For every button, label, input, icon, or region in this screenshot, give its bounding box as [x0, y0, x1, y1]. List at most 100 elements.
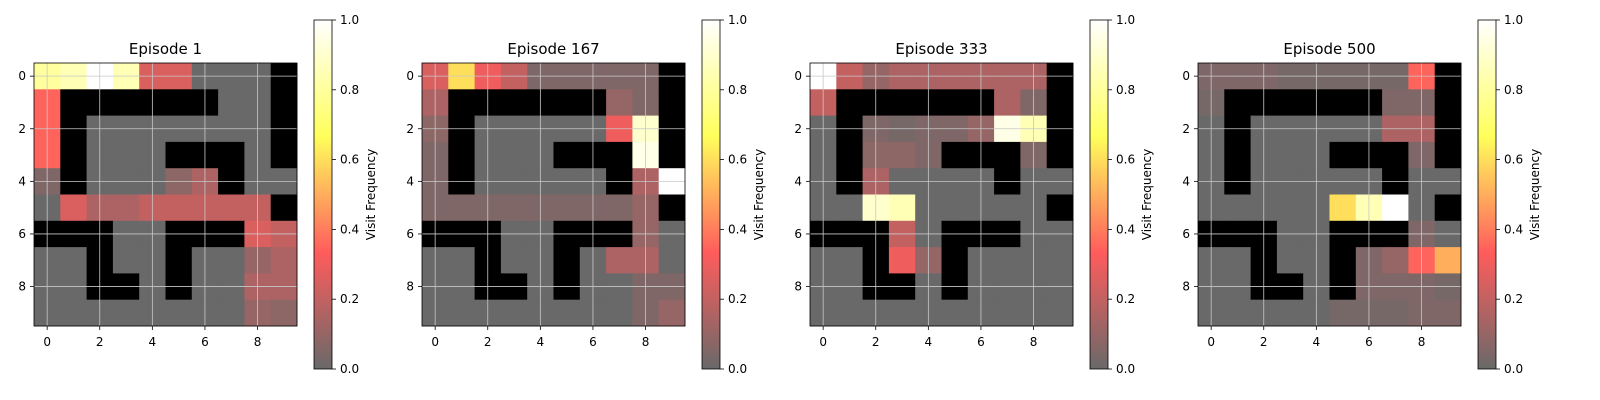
wall-cell	[1329, 141, 1357, 169]
heatmap-cell	[1224, 247, 1251, 274]
wall-cell	[941, 89, 969, 116]
heatmap-cell	[994, 89, 1021, 116]
colorbar-tick-label: 0.2	[1116, 292, 1135, 306]
wall-cell	[553, 141, 581, 169]
y-tick-label: 8	[406, 280, 414, 294]
heatmap-cell	[112, 141, 140, 169]
heatmap-cell	[994, 299, 1021, 327]
y-tick-label: 0	[1182, 69, 1190, 83]
heatmap-cell	[448, 194, 475, 222]
heatmap-cell	[994, 194, 1021, 222]
y-tick-label: 2	[18, 122, 26, 136]
x-tick-label: 4	[537, 335, 545, 349]
heatmap-cell	[1224, 194, 1251, 222]
colorbar-label: Visit Frequency	[1528, 149, 1542, 240]
heatmap-cell	[658, 299, 686, 327]
x-tick-label: 0	[1207, 335, 1215, 349]
wall-cell	[448, 141, 475, 169]
heatmap-cell	[553, 299, 581, 327]
y-tick-label: 0	[406, 69, 414, 83]
x-tick-label: 6	[977, 335, 985, 349]
wall-cell	[165, 247, 193, 274]
x-tick-label: 2	[872, 335, 880, 349]
colorbar-tick-label: 0.4	[1504, 222, 1523, 236]
heatmap-cell	[448, 247, 475, 274]
heatmap-panel-3: Episode 333 0 2 4 6 8 0 2 4 6 8 0.0 0.2 0.4 0.6 0.8 1.0 V…	[794, 13, 1154, 376]
wall-cell	[1046, 194, 1074, 222]
wall-cell	[1224, 141, 1251, 169]
heatmap-cell	[606, 247, 633, 274]
x-tick-label: 0	[819, 335, 827, 349]
heatmap-cell	[218, 89, 245, 116]
y-tick-label: 2	[794, 122, 802, 136]
heatmap-cell	[888, 141, 916, 169]
y-tick-label: 6	[18, 227, 26, 241]
colorbar-tick-label: 1.0	[1116, 13, 1135, 27]
heatmap-cell	[60, 247, 87, 274]
colorbar-tick-label: 1.0	[728, 13, 747, 27]
wall-cell	[658, 141, 686, 169]
colorbar-tick-label: 0.0	[728, 362, 747, 376]
wall-cell	[606, 141, 633, 169]
colorbar-tick-label: 0.4	[1116, 222, 1135, 236]
heatmap-cell	[60, 299, 87, 327]
heatmap-cell	[1046, 247, 1074, 274]
heatmap-cell	[994, 247, 1021, 274]
wall-cell	[218, 141, 245, 169]
wall-cell	[60, 89, 87, 116]
heatmap-cell	[1382, 89, 1409, 116]
y-tick-label: 4	[406, 174, 414, 188]
wall-cell	[1224, 89, 1251, 116]
plot-frame	[1197, 62, 1462, 327]
wall-cell	[165, 141, 193, 169]
wall-cell	[165, 89, 193, 116]
heatmap-cell	[888, 247, 916, 274]
heatmap-cell	[836, 194, 863, 222]
heatmap-cell	[218, 247, 245, 274]
colorbar-tick-label: 0.0	[1504, 362, 1523, 376]
heatmap-cell	[112, 194, 140, 222]
wall-cell	[1329, 89, 1357, 116]
heatmap-cell	[836, 247, 863, 274]
colorbar-tick-label: 0.6	[1504, 153, 1523, 167]
plot-frame	[809, 62, 1074, 327]
heatmap-cell	[1046, 299, 1074, 327]
x-tick-label: 6	[201, 335, 209, 349]
heatmap-cell	[500, 247, 528, 274]
x-tick-label: 0	[43, 335, 51, 349]
colorbar-tick-label: 1.0	[340, 13, 359, 27]
wall-cell	[1046, 141, 1074, 169]
y-tick-label: 8	[18, 280, 26, 294]
heatmap-cell	[1276, 299, 1304, 327]
heatmap-cell	[1276, 194, 1304, 222]
colorbar-tick-label: 0.8	[340, 83, 359, 97]
colorbar-tick-label: 0.2	[340, 292, 359, 306]
wall-cell	[658, 89, 686, 116]
colorbar-label: Visit Frequency	[1140, 149, 1154, 240]
x-tick-label: 8	[642, 335, 650, 349]
heatmap-cell	[836, 299, 863, 327]
heatmap-cell	[606, 194, 633, 222]
heatmap-cell	[888, 194, 916, 222]
wall-cell	[941, 141, 969, 169]
y-tick-label: 2	[406, 122, 414, 136]
wall-cell	[658, 194, 686, 222]
colorbar-tick-label: 0.4	[340, 222, 359, 236]
y-tick-label: 4	[18, 174, 26, 188]
colorbar-tick-label: 0.0	[340, 362, 359, 376]
y-tick-label: 8	[794, 280, 802, 294]
heatmap-cell	[1224, 299, 1251, 327]
heatmap-cell	[1276, 141, 1304, 169]
colorbar-tick-label: 0.8	[1504, 83, 1523, 97]
wall-cell	[60, 141, 87, 169]
heatmap-cell	[1434, 299, 1462, 327]
x-tick-label: 2	[96, 335, 104, 349]
heatmap-cell	[1434, 247, 1462, 274]
panel-title: Episode 500	[1283, 40, 1375, 58]
heatmap-cell	[270, 247, 298, 274]
wall-cell	[553, 89, 581, 116]
heatmap-cell	[606, 299, 633, 327]
heatmap-cell	[165, 194, 193, 222]
colorbar-tick-label: 0.6	[1116, 153, 1135, 167]
heatmap-cell	[1329, 194, 1357, 222]
